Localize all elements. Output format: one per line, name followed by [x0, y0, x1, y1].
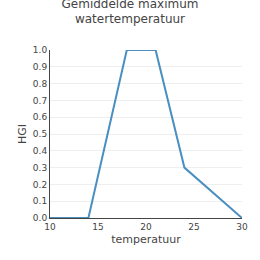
- svg-text:0.8: 0.8: [33, 79, 48, 89]
- svg-text:20: 20: [140, 222, 152, 232]
- svg-text:25: 25: [188, 222, 199, 232]
- svg-text:30: 30: [236, 222, 248, 232]
- svg-text:0.9: 0.9: [33, 62, 48, 72]
- svg-text:temperatuur: temperatuur: [111, 233, 181, 246]
- svg-text:1.0: 1.0: [33, 45, 48, 55]
- svg-text:0.7: 0.7: [33, 96, 47, 106]
- svg-text:0.2: 0.2: [33, 180, 47, 190]
- svg-text:0.3: 0.3: [33, 163, 47, 173]
- svg-text:HGI: HGI: [16, 124, 29, 144]
- svg-text:0.5: 0.5: [33, 129, 47, 139]
- svg-text:Gemiddelde maximumwatertempera: Gemiddelde maximumwatertemperatuur: [62, 0, 199, 26]
- svg-text:0.6: 0.6: [33, 112, 48, 122]
- svg-text:0.4: 0.4: [33, 146, 48, 156]
- svg-text:0.1: 0.1: [33, 196, 47, 206]
- svg-text:10: 10: [44, 222, 56, 232]
- svg-text:0.0: 0.0: [33, 213, 48, 223]
- svg-text:15: 15: [92, 222, 103, 232]
